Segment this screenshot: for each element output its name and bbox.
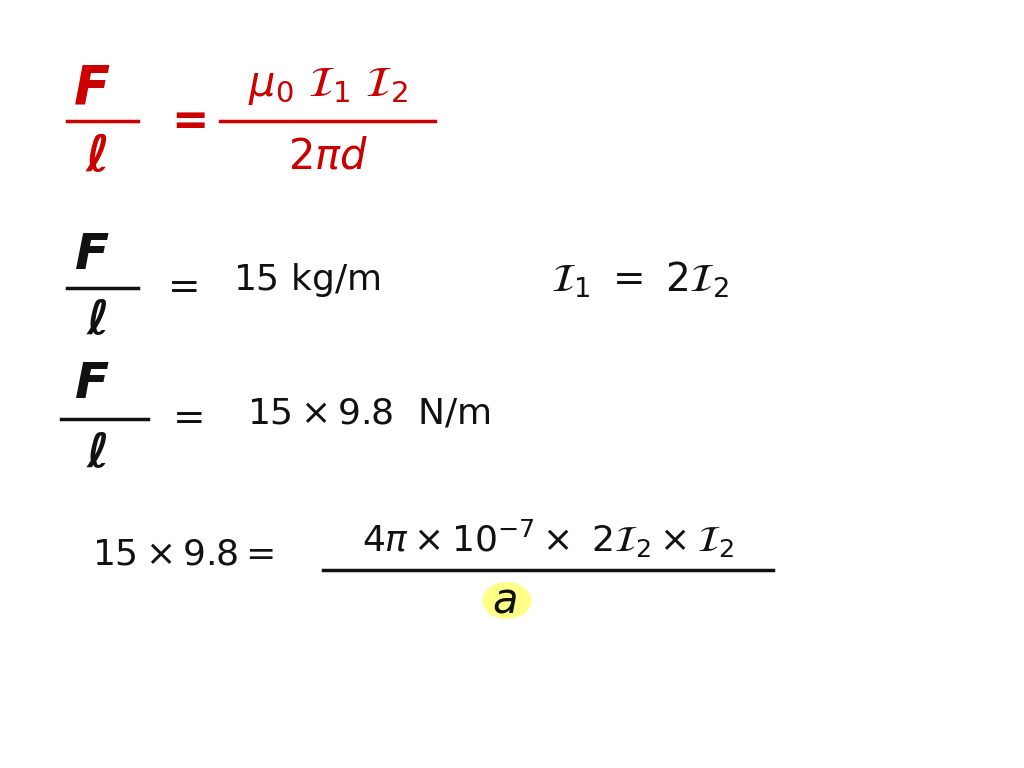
- Text: =: =: [173, 399, 206, 438]
- Text: ℓ: ℓ: [85, 134, 110, 181]
- Text: $15\ \mathrm{kg/m}$: $15\ \mathrm{kg/m}$: [233, 261, 381, 300]
- Text: $\mathcal{I}_1\ =\ 2\mathcal{I}_2$: $\mathcal{I}_1\ =\ 2\mathcal{I}_2$: [551, 260, 729, 300]
- Text: F: F: [75, 360, 110, 408]
- Text: ℓ: ℓ: [86, 431, 109, 475]
- Text: $15 \times 9.8 =$: $15 \times 9.8 =$: [92, 538, 274, 571]
- Text: F: F: [75, 231, 110, 279]
- Text: F: F: [74, 62, 111, 114]
- Text: $2\pi d$: $2\pi d$: [288, 136, 368, 177]
- Text: =: =: [171, 100, 208, 143]
- Text: $\mu_0\ \mathcal{I}_1\ \mathcal{I}_2$: $\mu_0\ \mathcal{I}_1\ \mathcal{I}_2$: [248, 65, 408, 107]
- Text: $4\pi \times 10^{-7} \times\ 2\mathcal{I}_2 \times \mathcal{I}_2$: $4\pi \times 10^{-7} \times\ 2\mathcal{I…: [361, 518, 734, 560]
- Ellipse shape: [482, 582, 531, 619]
- Text: =: =: [168, 269, 201, 307]
- Text: ℓ: ℓ: [86, 299, 109, 343]
- Text: $15 \times 9.8\ \ \mathrm{N/m}$: $15 \times 9.8\ \ \mathrm{N/m}$: [247, 396, 490, 430]
- Text: $a$: $a$: [493, 580, 517, 621]
